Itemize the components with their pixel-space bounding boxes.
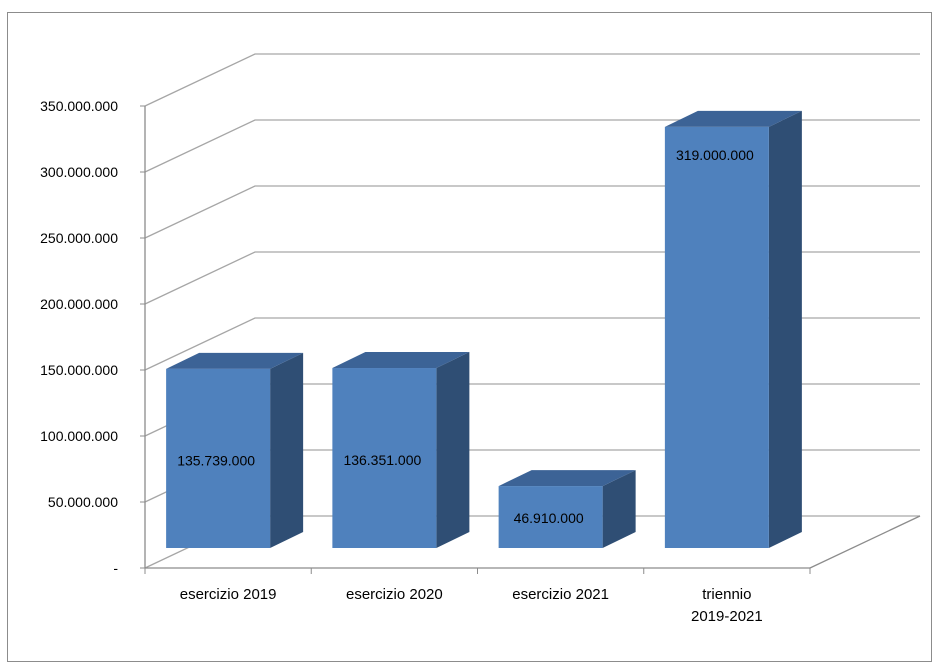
gridline-5 xyxy=(144,185,920,239)
gridline-6 xyxy=(144,119,920,173)
bar-2: 46.910.000 xyxy=(498,470,636,548)
category-label-3-line-1: 2019-2021 xyxy=(691,608,763,625)
bar-1: 136.351.000 xyxy=(332,352,470,548)
category-label-3-line-0: triennio xyxy=(702,586,751,603)
bar-front-1 xyxy=(332,368,437,548)
bar-front-3 xyxy=(664,126,769,549)
category-label-2: esercizio 2021 xyxy=(512,586,609,603)
y-tick-label-1: 50.000.000 xyxy=(48,494,118,510)
bar-top-0 xyxy=(166,352,304,369)
data-label-2: 46.910.000 xyxy=(514,510,584,526)
floor-edge xyxy=(809,515,921,569)
bar-top-2 xyxy=(498,470,636,487)
y-tick-label-5: 250.000.000 xyxy=(40,230,118,246)
bar-side-1 xyxy=(436,352,470,548)
y-tick-label-0: - xyxy=(113,560,118,576)
gridline-7 xyxy=(144,53,920,107)
data-label-0: 135.739.000 xyxy=(177,452,255,468)
y-axis-tick-labels: - 50.000.000 100.000.000 150.000.000 200.000… xyxy=(40,98,118,576)
bar-3: 319.000.000 xyxy=(664,110,802,549)
bar-front-0 xyxy=(166,368,271,548)
x-axis-category-labels: esercizio 2019 esercizio 2020 esercizio 20… xyxy=(180,586,763,625)
bar-top-3 xyxy=(664,110,802,127)
y-tick-label-6: 300.000.000 xyxy=(40,164,118,180)
y-tick-label-3: 150.000.000 xyxy=(40,362,118,378)
bar-side-0 xyxy=(270,352,304,548)
bar-top-1 xyxy=(332,352,470,369)
y-tick-label-2: 100.000.000 xyxy=(40,428,118,444)
bars: 135.739.000 136.351.000 46.910.000 319.000.… xyxy=(166,110,802,549)
category-label-1: esercizio 2020 xyxy=(346,586,443,603)
y-tick-label-4: 200.000.000 xyxy=(40,296,118,312)
bar-front-2 xyxy=(498,486,603,548)
gridline-4 xyxy=(144,251,920,305)
category-label-0: esercizio 2019 xyxy=(180,586,277,603)
data-label-1: 136.351.000 xyxy=(343,452,421,468)
y-tick-label-7: 350.000.000 xyxy=(40,98,118,114)
bar-side-2 xyxy=(602,470,636,548)
data-label-3: 319.000.000 xyxy=(676,147,754,163)
bar-0: 135.739.000 xyxy=(166,352,304,548)
bar-side-3 xyxy=(768,110,802,549)
